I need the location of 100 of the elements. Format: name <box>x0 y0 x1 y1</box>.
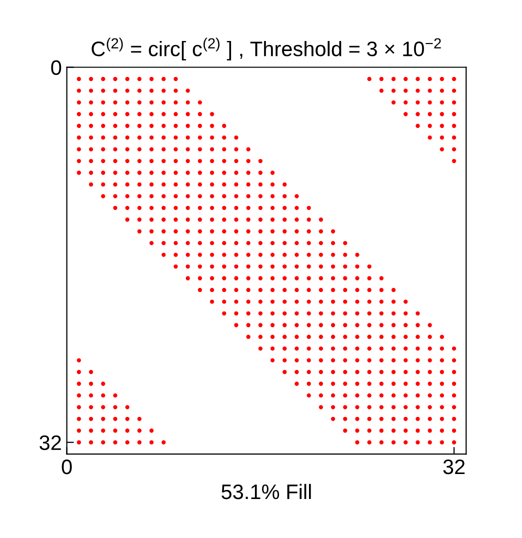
point <box>306 382 311 386</box>
point <box>210 229 214 234</box>
point <box>174 240 178 246</box>
point <box>367 370 372 374</box>
point <box>246 158 250 164</box>
point <box>306 252 311 257</box>
point <box>355 276 360 280</box>
point <box>76 358 81 362</box>
point <box>330 252 336 257</box>
point <box>113 147 118 152</box>
point <box>379 334 384 339</box>
point <box>88 112 94 116</box>
point <box>76 100 81 104</box>
point <box>404 370 408 374</box>
point <box>101 416 106 421</box>
point <box>282 346 287 351</box>
point <box>186 206 190 210</box>
point <box>88 428 94 433</box>
point <box>428 112 432 116</box>
point <box>391 311 396 316</box>
point <box>391 100 396 104</box>
point <box>198 112 202 116</box>
point <box>88 76 94 82</box>
point <box>355 370 360 374</box>
point <box>76 76 81 82</box>
point <box>174 88 178 93</box>
point <box>440 382 444 386</box>
point <box>113 393 118 398</box>
point <box>379 300 384 304</box>
point <box>367 358 372 362</box>
point <box>306 240 311 246</box>
point <box>88 393 94 398</box>
point <box>258 288 263 292</box>
point <box>222 158 226 164</box>
point <box>416 428 420 433</box>
point <box>404 440 408 444</box>
point <box>88 170 94 175</box>
point <box>294 346 299 351</box>
point <box>355 440 360 444</box>
point <box>452 416 456 421</box>
point <box>234 252 238 257</box>
point <box>416 358 420 362</box>
point <box>391 370 396 374</box>
point <box>343 358 348 362</box>
point <box>198 147 202 152</box>
point <box>452 76 456 82</box>
point <box>343 276 348 280</box>
point <box>125 112 130 116</box>
point <box>379 405 384 410</box>
point <box>428 370 432 374</box>
point <box>113 440 118 444</box>
point <box>330 416 336 421</box>
point <box>101 100 106 104</box>
point <box>416 370 420 374</box>
point <box>404 300 408 304</box>
point <box>294 288 299 292</box>
point <box>234 288 238 292</box>
point <box>186 276 190 280</box>
point <box>452 158 456 164</box>
point <box>186 182 190 187</box>
point <box>113 194 118 198</box>
point <box>416 311 420 316</box>
point <box>76 88 81 93</box>
point <box>149 440 154 444</box>
point <box>391 88 396 93</box>
point <box>428 382 432 386</box>
point <box>137 136 142 140</box>
point <box>101 182 106 187</box>
point <box>198 194 202 198</box>
point <box>343 405 348 410</box>
point <box>162 124 166 128</box>
point <box>355 334 360 339</box>
point <box>125 182 130 187</box>
point <box>137 428 142 433</box>
point <box>452 147 456 152</box>
point <box>222 124 226 128</box>
point <box>306 393 311 398</box>
point <box>246 147 250 152</box>
point <box>355 323 360 328</box>
point <box>452 100 456 104</box>
point <box>404 416 408 421</box>
point <box>258 252 263 257</box>
point <box>246 206 250 210</box>
point <box>270 288 275 292</box>
point <box>270 218 275 222</box>
point <box>222 194 226 198</box>
point <box>258 182 263 187</box>
point <box>162 112 166 116</box>
point <box>149 194 154 198</box>
point <box>246 194 250 198</box>
point <box>306 323 311 328</box>
point <box>367 264 372 269</box>
point <box>282 276 287 280</box>
point <box>440 136 444 140</box>
point <box>404 88 408 93</box>
point <box>428 405 432 410</box>
point <box>149 76 154 82</box>
point <box>113 206 118 210</box>
point <box>174 264 178 269</box>
point <box>125 194 130 198</box>
